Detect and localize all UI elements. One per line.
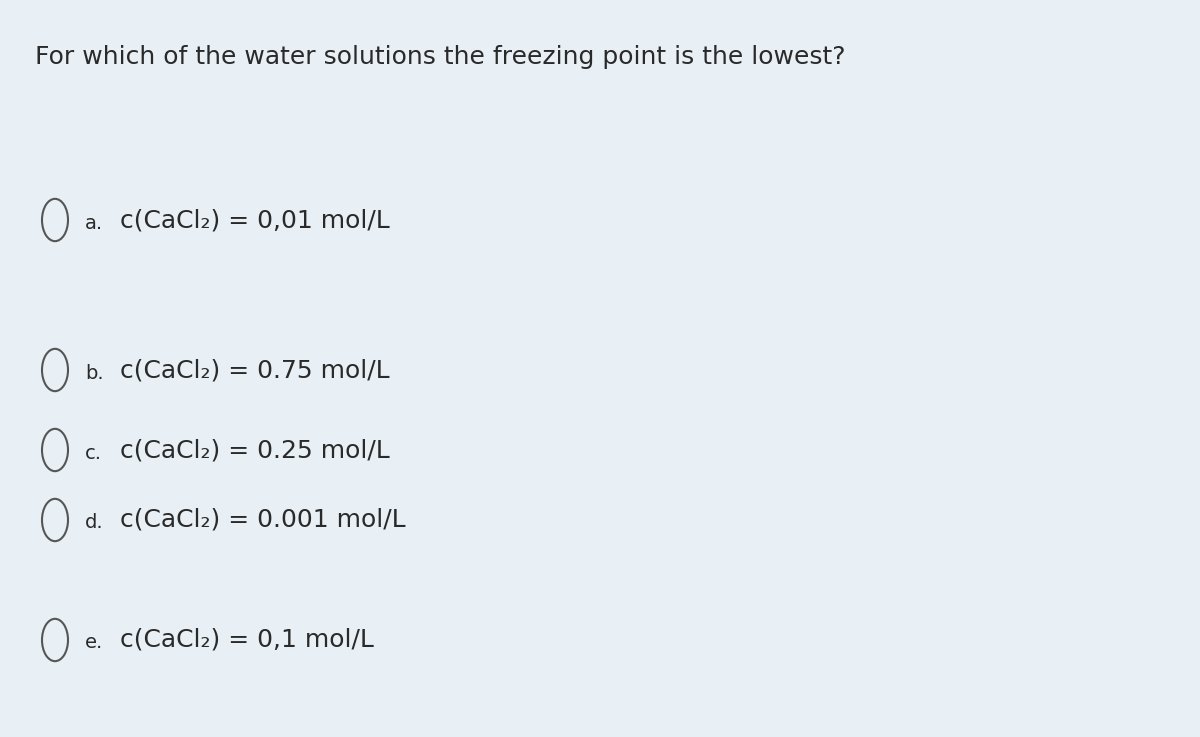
Text: d.: d.	[85, 514, 103, 533]
Text: e.: e.	[85, 634, 103, 652]
Text: b.: b.	[85, 363, 103, 383]
Text: c(CaCl₂) = 0,1 mol/L: c(CaCl₂) = 0,1 mol/L	[120, 628, 374, 652]
Text: c(CaCl₂) = 0.001 mol/L: c(CaCl₂) = 0.001 mol/L	[120, 508, 406, 532]
Text: a.: a.	[85, 214, 103, 232]
Text: c.: c.	[85, 444, 102, 463]
Text: c(CaCl₂) = 0.25 mol/L: c(CaCl₂) = 0.25 mol/L	[120, 438, 390, 462]
Text: For which of the water solutions the freezing point is the lowest?: For which of the water solutions the fre…	[35, 45, 846, 69]
Text: c(CaCl₂) = 0,01 mol/L: c(CaCl₂) = 0,01 mol/L	[120, 208, 390, 232]
Text: c(CaCl₂) = 0.75 mol/L: c(CaCl₂) = 0.75 mol/L	[120, 358, 390, 382]
